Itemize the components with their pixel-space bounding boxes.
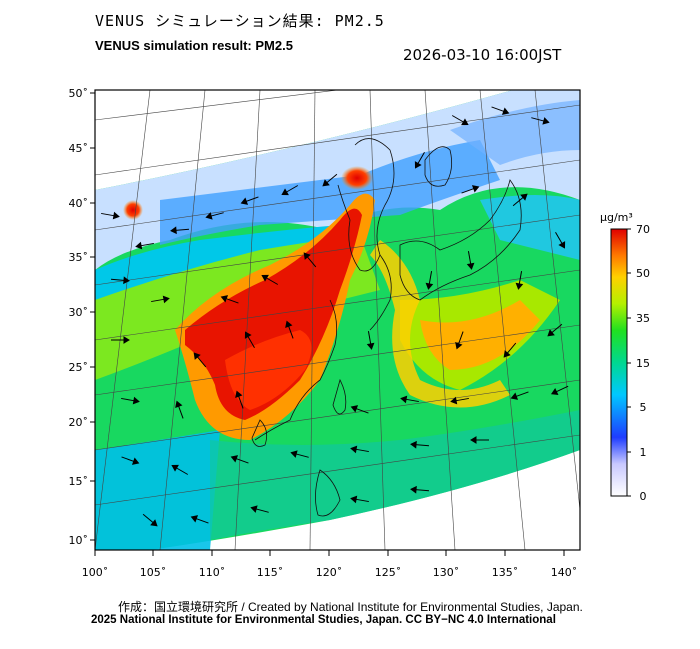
lat-label-35: 35˚ — [69, 251, 89, 264]
legend-tick-5: 5 — [640, 401, 647, 414]
lon-label-130: 130˚ — [433, 566, 460, 579]
legend-tick-15: 15 — [636, 357, 650, 370]
latitude-labels: 50˚ 45˚ 40˚ 35˚ 30˚ 25˚ 20˚ 15˚ 10˚ — [69, 87, 89, 547]
color-legend: μg/m³ 70 50 35 15 5 1 0 — [600, 211, 650, 503]
lat-label-30: 30˚ — [69, 306, 89, 319]
copyright-line: 2025 National Institute for Environmenta… — [91, 614, 556, 626]
pm25-map: 50˚ 45˚ 40˚ 35˚ 30˚ 25˚ 20˚ 15˚ 10˚ 100˚… — [69, 87, 651, 579]
axis-ticks — [90, 92, 565, 556]
map-title-english: VENUS simulation result: PM2.5 — [95, 38, 293, 53]
legend-tick-35: 35 — [636, 312, 650, 325]
legend-tick-0: 0 — [640, 490, 647, 503]
lon-label-115: 115˚ — [257, 566, 284, 579]
lat-label-50: 50˚ — [69, 87, 89, 100]
lat-label-15: 15˚ — [69, 475, 89, 488]
lon-label-140: 140˚ — [551, 566, 578, 579]
lat-label-25: 25˚ — [69, 361, 89, 374]
lon-label-105: 105˚ — [140, 566, 167, 579]
forecast-timestamp: 2026-03-10 16:00JST — [403, 46, 562, 64]
lat-label-40: 40˚ — [69, 197, 89, 210]
lat-label-45: 45˚ — [69, 142, 89, 155]
lon-label-100: 100˚ — [82, 566, 109, 579]
coastlines — [251, 138, 522, 517]
lon-label-120: 120˚ — [316, 566, 343, 579]
legend-tick-70: 70 — [636, 223, 650, 236]
plot-frame — [94, 89, 581, 551]
concentration-field — [95, 90, 580, 550]
graticule — [95, 90, 580, 550]
lon-label-125: 125˚ — [375, 566, 402, 579]
longitude-labels: 100˚ 105˚ 110˚ 115˚ 120˚ 125˚ 130˚ 135˚ … — [82, 566, 578, 579]
map-title-japanese: VENUS シミュレーション結果: PM2.5 — [95, 12, 385, 30]
credit-line: 作成：国立環境研究所 / Created by National Institu… — [118, 600, 583, 614]
legend-unit: μg/m³ — [600, 211, 633, 224]
lon-label-110: 110˚ — [199, 566, 226, 579]
legend-tick-50: 50 — [636, 267, 650, 280]
lon-label-135: 135˚ — [492, 566, 519, 579]
wind-vectors — [101, 106, 569, 527]
lat-label-10: 10˚ — [69, 534, 89, 547]
lat-label-20: 20˚ — [69, 416, 89, 429]
legend-colorbar — [610, 228, 628, 497]
legend-tick-1: 1 — [640, 446, 647, 459]
